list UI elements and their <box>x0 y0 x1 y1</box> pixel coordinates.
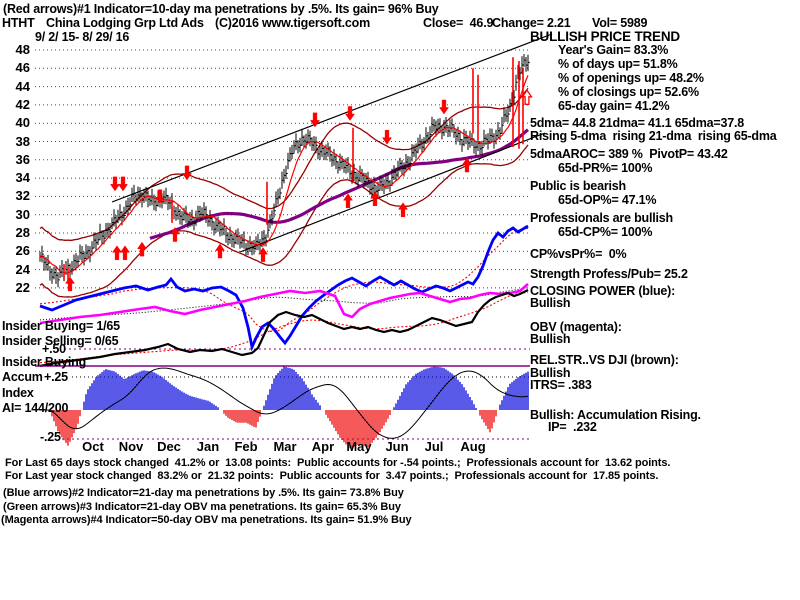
x-axis-month-jul: Jul <box>424 439 444 454</box>
stat-line: CP%vsPr%= 0% <box>530 247 627 261</box>
footer-line: (Magenta arrows)#4 Indicator=50-day OBV … <box>1 514 412 526</box>
volume-value: Vol= 5989 <box>592 16 648 30</box>
stat-line: 5dma= 44.8 21dma= 41.1 65dma=37.8 <box>530 116 745 130</box>
y-axis-tick: 44 <box>15 78 30 94</box>
stat-line: 65d-OP%= 47.1% <box>558 193 657 207</box>
y-axis-tick: 26 <box>15 243 30 259</box>
date-range: 9/ 2/ 15- 8/ 29/ 16 <box>35 30 130 44</box>
stat-line: Year's Gain= 83.3% <box>558 43 669 57</box>
stat-line: CLOSING POWER (blue): <box>530 284 676 298</box>
left-axis-label: Accum <box>2 370 43 384</box>
y-axis-tick: 32 <box>15 188 30 204</box>
left-axis-label: +.50 <box>42 342 66 356</box>
y-axis-tick: 36 <box>15 151 30 167</box>
x-axis-month-aug: Aug <box>460 439 486 454</box>
y-axis-tick: 40 <box>15 115 30 131</box>
left-axis-label: -.25 <box>40 430 61 444</box>
footer-line: (Green arrows)#3 Indicator=21-day OBV ma… <box>3 501 401 513</box>
x-axis-month-dec: Dec <box>157 439 181 454</box>
left-axis-label: +.25 <box>44 370 68 384</box>
left-axis-label: Insider Selling= 0/65 <box>2 334 119 348</box>
y-axis-tick: 42 <box>15 96 30 112</box>
footer-line: For Last year stock changed 83.2% or 21.… <box>5 470 659 482</box>
close-value: Close= 46.9 <box>423 16 494 30</box>
indicator1-legend: (Red arrows)#1 Indicator=10-day ma penet… <box>3 2 439 16</box>
left-axis-label: Insider Buying= 1/65 <box>2 319 120 333</box>
left-axis-label: AI= 144/200 <box>2 401 69 415</box>
left-axis-label: Index <box>2 386 34 400</box>
x-axis-month-mar: Mar <box>273 439 297 454</box>
y-axis-tick: 22 <box>15 279 30 295</box>
x-axis-month-may: May <box>346 439 372 454</box>
x-axis-month-feb: Feb <box>234 439 258 454</box>
x-axis-month-nov: Nov <box>118 439 144 454</box>
y-axis-tick: 28 <box>15 225 30 240</box>
stat-line: ITRS= .383 <box>530 378 592 392</box>
x-axis-month-apr: Apr <box>311 439 335 454</box>
stat-line: Bullish: Accumulation Rising. <box>530 408 701 422</box>
copyright-text: (C)2016 www.tigersoft.com <box>215 16 370 30</box>
stat-line: Professionals are bullish <box>530 211 673 225</box>
ticker-symbol: HTHT <box>2 16 35 30</box>
x-axis-month-jun: Jun <box>385 439 409 454</box>
stat-line: Bullish <box>530 296 571 310</box>
stat-line: Strength Profess/Pub= 25.2 <box>530 267 688 281</box>
stat-line: REL.STR..VS DJI (brown): <box>530 353 679 367</box>
company-name: China Lodging Grp Ltd Ads <box>46 16 204 30</box>
stat-line: IP= .232 <box>548 420 597 434</box>
stat-line: Rising 5-dma rising 21-dma rising 65-dma <box>530 129 777 143</box>
stat-line: Bullish <box>530 366 571 380</box>
stat-line: % of openings up= 48.2% <box>558 71 704 85</box>
stat-line: 5dmaAROC= 389 % PivotP= 43.42 <box>530 147 728 161</box>
footer-line: (Blue arrows)#2 Indicator=21-day ma pene… <box>3 487 404 499</box>
y-axis-tick: 30 <box>15 206 30 222</box>
y-axis-tick: 46 <box>15 60 30 76</box>
stat-line: 65d-PR%= 100% <box>558 161 653 175</box>
stat-line: OBV (magenta): <box>530 320 622 334</box>
left-axis-label: Insider Buying <box>2 355 87 369</box>
y-axis-tick: 38 <box>15 133 30 149</box>
x-axis-month-jan: Jan <box>196 439 220 454</box>
y-axis-tick: 48 <box>15 42 30 57</box>
x-axis-month-oct: Oct <box>82 439 104 454</box>
stat-line: % of closings up= 52.6% <box>558 85 699 99</box>
y-axis-tick: 34 <box>15 170 30 186</box>
stat-line: % of days up= 51.8% <box>558 57 678 71</box>
stat-line: BULLISH PRICE TREND <box>530 29 680 44</box>
y-axis-tick: 24 <box>15 261 30 277</box>
stat-line: 65d-CP%= 100% <box>558 225 653 239</box>
change-value: Change= 2.21 <box>492 16 571 30</box>
stat-line: 65-day gain= 41.2% <box>558 99 670 113</box>
stat-line: Bullish <box>530 332 571 346</box>
stat-line: Public is bearish <box>530 179 626 193</box>
footer-line: For Last 65 days stock changed 41.2% or … <box>5 457 671 469</box>
